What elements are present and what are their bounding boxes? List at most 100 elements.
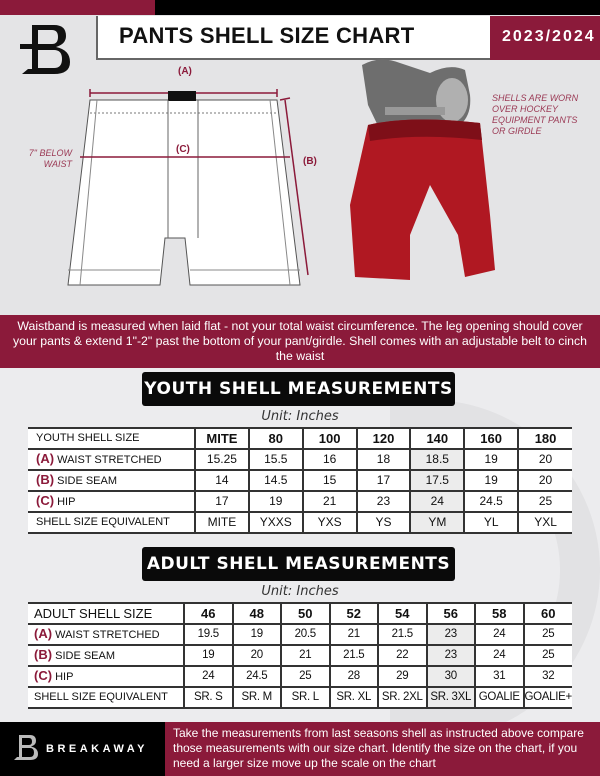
- row-label-text: HIP: [55, 671, 74, 683]
- breakaway-logo-small: [14, 735, 38, 760]
- table-cell: SR. XL: [328, 686, 378, 709]
- row-label-text: WAIST STRETCHED: [55, 629, 160, 641]
- table-cell: 56: [425, 602, 475, 625]
- hip-note: 7" BELOW WAIST: [28, 148, 72, 169]
- table-cell: 30: [425, 665, 475, 688]
- table-row: (A) WAIST STRETCHED 19.5 19 20.5 21 21.5 23 24 2…: [28, 623, 572, 646]
- table-cell: 21.5: [377, 623, 427, 646]
- table-cell: 58: [474, 602, 524, 625]
- table-cell: 24.5: [231, 665, 281, 688]
- row-label: (A) WAIST STRETCHED: [28, 448, 196, 471]
- measurement-letter: (A): [36, 451, 55, 466]
- page-title: PANTS SHELL SIZE CHART: [96, 16, 490, 60]
- table-cell: YXS: [301, 511, 357, 534]
- table-cell: YXXS: [247, 511, 303, 534]
- row-label: (B) SIDE SEAM: [28, 469, 196, 492]
- top-accent-bar: [0, 0, 155, 15]
- label-b: (B): [303, 156, 317, 167]
- table-cell: 24.5: [463, 490, 519, 513]
- table-cell: 19: [463, 469, 519, 492]
- table-cell: 15.5: [247, 448, 303, 471]
- table-cell: 19: [183, 644, 233, 667]
- row-label-text: SHELL SIZE EQUIVALENT: [36, 516, 170, 528]
- table-cell: 21.5: [328, 644, 378, 667]
- measurement-letter: (C): [34, 668, 53, 683]
- info-band: Waistband is measured when laid flat - n…: [0, 315, 600, 368]
- table-row: (C) HIP 24 24.5 25 28 29 30 31 32: [28, 665, 572, 688]
- table-cell: 20.5: [280, 623, 330, 646]
- table-cell: 17: [194, 490, 249, 513]
- table-cell: 20: [231, 644, 281, 667]
- table-cell: YS: [355, 511, 411, 534]
- table-cell: 24: [183, 665, 233, 688]
- table-cell: SR. S: [183, 686, 233, 709]
- row-label-text: WAIST STRETCHED: [57, 454, 162, 466]
- youth-section-title: YOUTH SHELL MEASUREMENTS: [142, 372, 455, 406]
- label-a: (A): [178, 66, 192, 77]
- table-cell: 23: [425, 623, 475, 646]
- table-cell: MITE: [194, 511, 249, 534]
- table-cell: 22: [377, 644, 427, 667]
- breakaway-logo: [20, 25, 70, 74]
- table-cell: 23: [355, 490, 411, 513]
- row-label: YOUTH SHELL SIZE: [28, 427, 196, 450]
- measurement-letter: (C): [36, 493, 55, 508]
- table-row: SHELL SIZE EQUIVALENT MITE YXXS YXS YS YM YL YX…: [28, 511, 572, 534]
- table-cell: 120: [355, 427, 411, 450]
- youth-unit-label: Unit: Inches: [261, 409, 339, 424]
- table-cell: YL: [463, 511, 519, 534]
- row-label-text: SIDE SEAM: [55, 650, 116, 662]
- table-cell: 16: [301, 448, 357, 471]
- row-label: SHELL SIZE EQUIVALENT: [28, 511, 196, 534]
- table-cell: SR. 2XL: [377, 686, 427, 709]
- table-cell: 60: [522, 602, 572, 625]
- table-cell: 15: [301, 469, 357, 492]
- worn-note: SHELLS ARE WORN OVER HOCKEY EQUIPMENT PA…: [492, 93, 579, 136]
- row-label: (B) SIDE SEAM: [28, 644, 184, 667]
- footer-instructions: Take the measurements from last seasons …: [165, 722, 600, 776]
- table-cell: 25: [522, 623, 572, 646]
- table-cell: YM: [409, 511, 465, 534]
- table-cell: 15.25: [194, 448, 249, 471]
- table-cell: SR. 3XL: [425, 686, 475, 709]
- table-cell: GOALIE+: [522, 686, 572, 709]
- measurement-letter: (A): [34, 626, 53, 641]
- table-cell: GOALIE: [474, 686, 524, 709]
- label-c: (C): [176, 144, 190, 155]
- table-cell: 100: [301, 427, 357, 450]
- table-cell: 19: [231, 623, 281, 646]
- table-row: SHELL SIZE EQUIVALENT SR. S SR. M SR. L SR. …: [28, 686, 572, 709]
- table-cell: 19.5: [183, 623, 233, 646]
- table-cell: 29: [377, 665, 427, 688]
- brand-name: BREAKAWAY: [46, 743, 148, 755]
- row-label-text: YOUTH SHELL SIZE: [36, 432, 140, 444]
- table-cell: 21: [328, 623, 378, 646]
- row-label: ADULT SHELL SIZE: [28, 602, 184, 625]
- table-row: (C) HIP 17 19 21 23 24 24.5 25: [28, 490, 572, 513]
- row-label: (C) HIP: [28, 665, 184, 688]
- table-row: ADULT SHELL SIZE 46 48 50 52 54 56 58 60: [28, 602, 572, 625]
- table-cell: SR. L: [280, 686, 330, 709]
- adult-unit-label: Unit: Inches: [261, 584, 339, 599]
- table-cell: 48: [231, 602, 281, 625]
- table-cell: 54: [377, 602, 427, 625]
- table-cell: 24: [409, 490, 465, 513]
- table-cell: 25: [280, 665, 330, 688]
- row-label-text: ADULT SHELL SIZE: [34, 606, 153, 621]
- table-cell: 17: [355, 469, 411, 492]
- row-label: (A) WAIST STRETCHED: [28, 623, 184, 646]
- table-cell: 17.5: [409, 469, 465, 492]
- table-cell: 19: [247, 490, 303, 513]
- table-cell: 140: [409, 427, 465, 450]
- row-label: (C) HIP: [28, 490, 196, 513]
- row-label-text: HIP: [57, 496, 76, 508]
- measurement-letter: (B): [34, 647, 53, 662]
- measurement-letter: (B): [36, 472, 55, 487]
- table-cell: 180: [517, 427, 572, 450]
- table-cell: 52: [328, 602, 378, 625]
- table-cell: 25: [517, 490, 572, 513]
- table-cell: 19: [463, 448, 519, 471]
- table-cell: 21: [301, 490, 357, 513]
- table-cell: 31: [474, 665, 524, 688]
- table-row: YOUTH SHELL SIZE MITE 80 100 120 140 160 180: [28, 427, 572, 450]
